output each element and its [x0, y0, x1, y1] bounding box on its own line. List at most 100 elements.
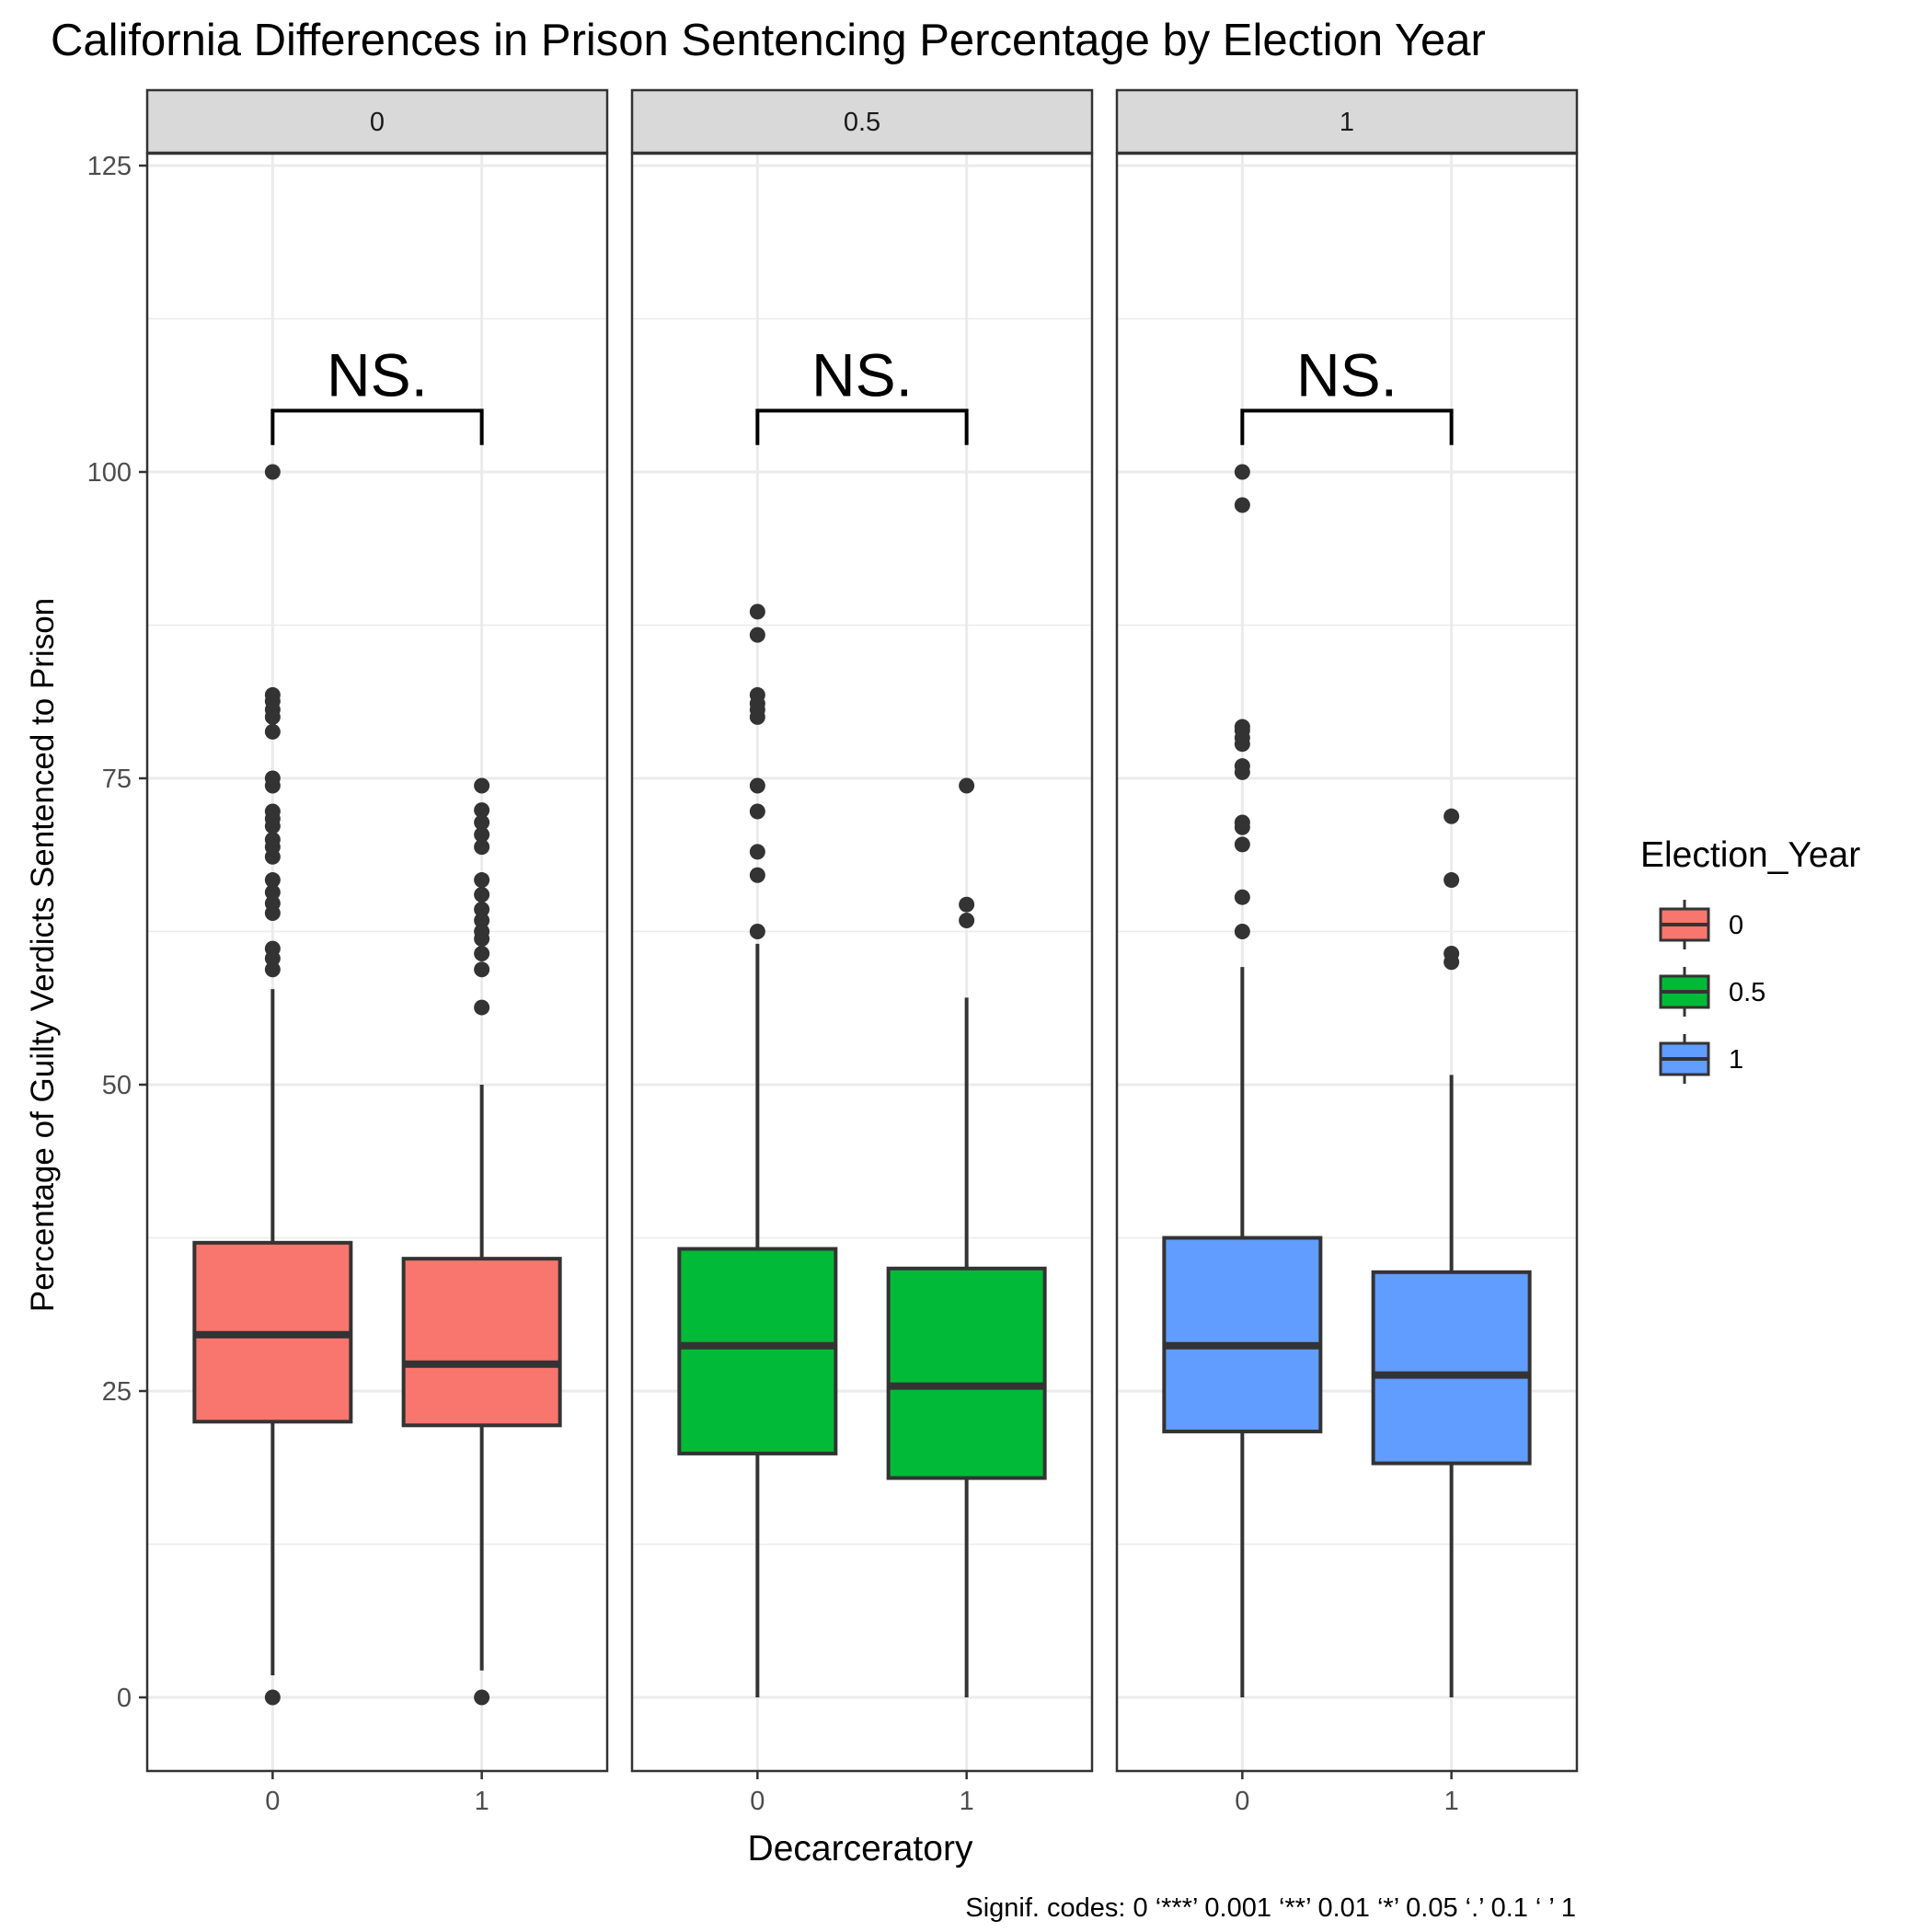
outlier-point — [1234, 719, 1250, 735]
outlier-point — [749, 604, 765, 620]
outlier-point — [264, 803, 281, 820]
outlier-point — [474, 872, 490, 889]
y-axis-title: Percentage of Guilty Verdicts Sentenced … — [25, 598, 61, 1312]
y-tick-label: 125 — [87, 152, 132, 181]
outlier-point — [749, 803, 765, 820]
outlier-point — [1234, 497, 1250, 513]
outlier-point — [264, 770, 281, 787]
x-tick-label: 0 — [750, 1787, 765, 1816]
x-tick-label: 0 — [1235, 1787, 1249, 1816]
iqr-box — [1371, 1270, 1532, 1466]
outlier-point — [474, 826, 490, 843]
outlier-point — [1234, 924, 1250, 939]
outlier-point — [749, 627, 765, 643]
facet-panel-0: NS. 0 0 1 — [145, 88, 609, 1816]
outlier-point — [959, 913, 975, 929]
outlier-point — [474, 961, 490, 978]
outlier-point — [749, 844, 765, 860]
outlier-point — [264, 895, 281, 912]
y-tick-label: 25 — [102, 1377, 132, 1407]
chart-title: California Differences in Prison Sentenc… — [51, 16, 1486, 65]
outlier-point — [474, 802, 490, 819]
significance-label: NS. — [327, 340, 428, 408]
y-tick-label: 0 — [117, 1684, 132, 1713]
box-0-5-x0 — [677, 604, 838, 1697]
outlier-point — [749, 867, 765, 883]
legend-key-1: 1 — [1659, 1034, 1743, 1084]
legend: Election_Year 0 0.5 1 — [1640, 835, 1860, 1084]
y-tick-label: 50 — [102, 1071, 132, 1100]
legend-label: 1 — [1729, 1045, 1743, 1075]
box-1-x1 — [1371, 808, 1532, 1697]
x-tick-label: 0 — [265, 1787, 280, 1816]
legend-key-0-5: 0.5 — [1659, 967, 1765, 1017]
outlier-point — [959, 896, 975, 913]
facet-panels: NS. 0 0 1 NS. 0.5 0 1 NS. 1 0 1 — [145, 88, 1579, 1816]
outlier-point — [474, 814, 490, 831]
legend-label: 0.5 — [1729, 978, 1765, 1007]
outlier-point — [474, 913, 490, 929]
facet-panel-1: NS. 1 0 1 — [1115, 88, 1579, 1816]
outlier-point — [1234, 758, 1250, 775]
outlier-point — [264, 940, 281, 957]
iqr-box — [401, 1257, 562, 1428]
outlier-point — [1443, 808, 1460, 824]
outlier-point — [264, 686, 281, 703]
outlier-point — [264, 884, 281, 901]
outlier-point — [1234, 836, 1250, 853]
y-axis: 0 25 50 75 100 125 — [87, 152, 147, 1713]
outlier-point — [1443, 872, 1460, 889]
outlier-point — [264, 464, 281, 480]
significance-label: NS. — [811, 340, 913, 408]
box-0-5-x1 — [886, 777, 1047, 1697]
box-0-x1 — [401, 777, 562, 1706]
facet-strip — [1115, 88, 1579, 155]
outlier-point — [474, 1689, 490, 1706]
outlier-point — [1443, 945, 1460, 961]
outlier-point — [1234, 464, 1250, 480]
y-tick-label: 100 — [87, 458, 132, 488]
significance-bracket — [755, 408, 969, 445]
outlier-point — [749, 777, 765, 794]
y-tick-label: 75 — [102, 765, 132, 794]
outlier-point — [474, 902, 490, 918]
box-1-x0 — [1162, 464, 1323, 1697]
x-axis-title: Decarceratory — [748, 1829, 973, 1869]
legend-title: Election_Year — [1640, 835, 1860, 875]
outlier-point — [474, 945, 490, 961]
facet-strip-label: 1 — [1340, 108, 1354, 137]
iqr-box — [1162, 1236, 1323, 1433]
significance-label: NS. — [1296, 340, 1397, 408]
outlier-point — [474, 839, 490, 856]
significance-caption: Signif. codes: 0 ‘***’ 0.001 ‘**’ 0.01 ‘… — [965, 1893, 1576, 1923]
significance-bracket — [270, 408, 484, 445]
outlier-point — [264, 872, 281, 889]
iqr-box — [677, 1247, 838, 1455]
legend-key-0: 0 — [1659, 900, 1743, 949]
box-0-x0 — [192, 464, 353, 1706]
outlier-point — [749, 924, 765, 939]
outlier-point — [474, 777, 490, 794]
legend-label: 0 — [1729, 911, 1743, 940]
outlier-point — [474, 999, 490, 1016]
iqr-box — [886, 1266, 1047, 1480]
facet-strip-label: 0 — [370, 108, 385, 137]
x-tick-label: 1 — [475, 1787, 489, 1816]
facet-strip — [145, 88, 609, 155]
outlier-point — [264, 832, 281, 848]
outlier-point — [1234, 889, 1250, 905]
outlier-point — [474, 924, 490, 939]
outlier-point — [1234, 814, 1250, 831]
facet-strip — [630, 88, 1094, 155]
outlier-point — [264, 1689, 281, 1706]
significance-bracket — [1240, 408, 1454, 445]
x-tick-label: 1 — [960, 1787, 974, 1816]
outlier-point — [264, 723, 281, 740]
outlier-point — [474, 887, 490, 903]
outlier-point — [959, 777, 975, 794]
facet-panel-0-5: NS. 0.5 0 1 — [630, 88, 1094, 1816]
facet-strip-label: 0.5 — [844, 108, 880, 137]
outlier-point — [264, 961, 281, 978]
x-tick-label: 1 — [1444, 1787, 1459, 1816]
